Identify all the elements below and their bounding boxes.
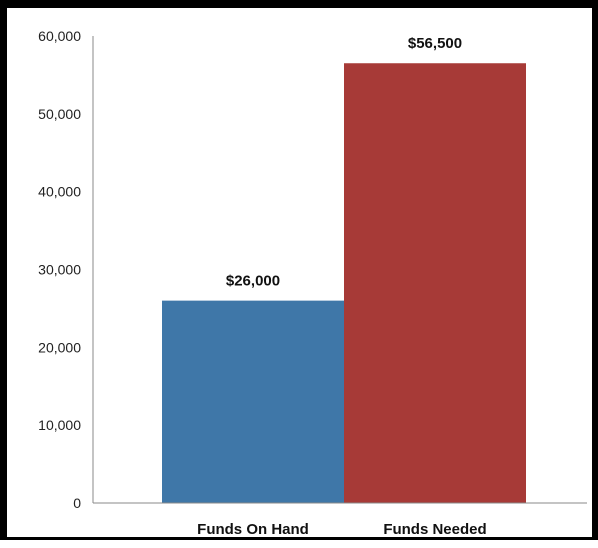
bar-2 xyxy=(344,63,526,503)
y-tick-label: 30,000 xyxy=(38,262,81,278)
category-label-2: Funds Needed xyxy=(383,521,486,538)
y-tick-label: 20,000 xyxy=(38,339,81,355)
x-axis: Funds On Hand Funds Needed xyxy=(93,502,587,538)
y-tick-label: 60,000 xyxy=(38,28,81,44)
y-tick-label: 10,000 xyxy=(38,417,81,433)
y-tick-label: 40,000 xyxy=(38,184,81,200)
data-label-1: $26,000 xyxy=(226,273,280,290)
y-tick-label: 50,000 xyxy=(38,106,81,122)
bars: $26,000 $56,500 xyxy=(162,35,526,503)
y-axis: 0 10,000 20,000 30,000 40,000 50,000 60,000 xyxy=(38,28,94,511)
y-tick-label: 0 xyxy=(73,495,81,511)
data-label-2: $56,500 xyxy=(408,35,462,52)
bar-1 xyxy=(162,300,344,503)
bar-chart: 0 10,000 20,000 30,000 40,000 50,000 60,000 $2… xyxy=(38,28,587,538)
category-label-1: Funds On Hand xyxy=(197,521,309,538)
